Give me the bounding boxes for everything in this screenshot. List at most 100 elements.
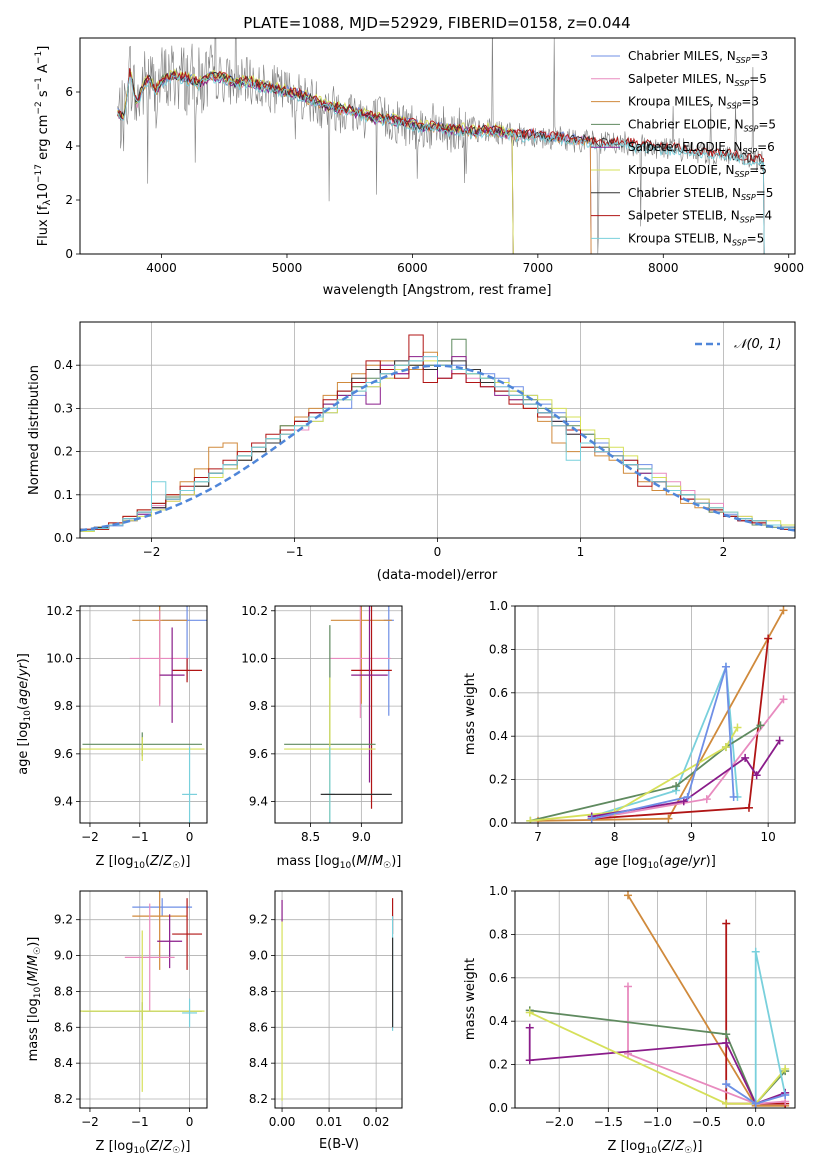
x-tick-label: 10 xyxy=(761,830,776,844)
age-vs-massweight-panel: 7 8 9 10 0.0 0.2 0.4 0.6 0.8 1.0 age [log10(age/y… xyxy=(463,599,796,871)
y-tick-label: 10.2 xyxy=(46,604,73,618)
legend-label: Chabrier MILES, NSSP=3 xyxy=(628,49,768,65)
residual-histogram-panel: −2 −1 0 1 2 0.0 0.1 0.2 0.3 0.4 (data-model)/erro… xyxy=(27,321,796,583)
y-tick-label: 10.0 xyxy=(46,651,73,665)
y-tick-label: 8.6 xyxy=(54,1020,73,1034)
ebv-vs-mass-panel: 0.00 0.01 0.02 8.2 8.4 8.6 8.8 9.0 9.2 E(B-V) xyxy=(249,890,403,1152)
gaussian-curve xyxy=(80,364,795,532)
x-tick-label: −2.0 xyxy=(545,1115,574,1129)
mass-vs-age-axes-frame xyxy=(274,605,403,824)
y-tick-label: 4 xyxy=(65,139,73,153)
mass-vs-age-xlabel: mass [log10(M/M☉)] xyxy=(277,854,402,871)
y-tick-label: 0.0 xyxy=(489,1101,508,1115)
y-tick-label: 0.4 xyxy=(54,358,73,372)
spectrum-legend: Chabrier MILES, NSSP=3 Salpeter MILES, NS… xyxy=(591,49,776,247)
y-tick-label: 8.8 xyxy=(249,984,268,998)
clipped-marks xyxy=(526,606,788,823)
age-vs-massweight-ylabel: mass weight xyxy=(463,673,478,755)
spectrum-xlabel: wavelength [Angstrom, rest frame] xyxy=(323,283,552,298)
z-vs-mass-axes-frame xyxy=(79,890,208,1109)
x-tick-label: −2 xyxy=(81,1115,99,1129)
y-tick-label: 8.4 xyxy=(54,1056,73,1070)
y-tick-label: 9.4 xyxy=(54,795,73,809)
z-vs-massweight-xlabel: Z [log10(Z/Z☉)] xyxy=(608,1139,703,1156)
legend-label: Salpeter ELODIE, NSSP=6 xyxy=(628,140,775,156)
x-tick-label: 0.01 xyxy=(316,1115,343,1129)
y-tick-label: 0.2 xyxy=(54,445,73,459)
x-tick-label: 8 xyxy=(611,830,619,844)
z-vs-age-panel: −2 −1 0 9.4 9.6 9.8 10.0 10.2 Z [log10(Z/Z☉)] a… xyxy=(16,604,208,871)
y-tick-label: 0.8 xyxy=(489,642,508,656)
histogram-legend: 𝒩(0, 1) xyxy=(695,337,781,352)
spectrum-plot: 4000 5000 6000 7000 8000 9000 0 2 4 6 xyxy=(65,38,804,275)
weight-line xyxy=(591,666,739,818)
y-tick-label: 0.3 xyxy=(54,401,73,415)
weight-line xyxy=(627,986,786,1105)
x-tick-label: 0 xyxy=(186,1115,194,1129)
legend-label: Chabrier ELODIE, NSSP=5 xyxy=(628,117,776,133)
figure-title: PLATE=1088, MJD=52929, FIBERID=0158, z=0… xyxy=(243,14,630,32)
ebv-vs-mass-xlabel: E(B-V) xyxy=(319,1137,359,1152)
x-tick-label: −1 xyxy=(286,545,304,559)
y-tick-label: 8.4 xyxy=(249,1056,268,1070)
model-spectrum-line xyxy=(117,69,514,254)
y-tick-label: 9.0 xyxy=(54,949,73,963)
clipped-marks xyxy=(117,38,765,254)
y-tick-label: 9.2 xyxy=(249,913,268,927)
weight-line xyxy=(530,727,739,822)
x-tick-label: 0 xyxy=(434,545,442,559)
x-tick-label: −1 xyxy=(131,830,149,844)
z-vs-mass-xlabel: Z [log10(Z/Z☉)] xyxy=(96,1139,191,1156)
spectrum-axes-frame xyxy=(79,37,796,255)
ebv-vs-mass-axes-frame xyxy=(274,890,403,1109)
y-tick-label: 0.1 xyxy=(54,488,73,502)
z-vs-massweight-ylabel: mass weight xyxy=(463,958,478,1040)
y-tick-label: 0.0 xyxy=(54,531,73,545)
y-tick-label: 8.2 xyxy=(249,1092,268,1106)
model-spectrum-line xyxy=(117,73,765,254)
z-vs-mass-panel: −2 −1 08.28.48.68.89.09.2 Z [log10(Z/Z☉)] … xyxy=(26,890,208,1156)
y-tick-label: 9.6 xyxy=(249,747,268,761)
age-vs-massweight-xlabel: age [log10(age/yr)] xyxy=(594,854,716,871)
x-tick-label: 1 xyxy=(577,545,585,559)
y-tick-label: 2 xyxy=(65,193,73,207)
clipped-marks xyxy=(281,898,394,1101)
x-tick-label: −2 xyxy=(81,830,99,844)
age-vs-massweight-axes-frame xyxy=(514,605,796,824)
clipped-marks xyxy=(80,891,205,1092)
legend-label: Salpeter MILES, NSSP=5 xyxy=(628,72,767,88)
x-tick-label: 0.0 xyxy=(746,1115,765,1129)
z-vs-mass-plot: −2 −1 0 8.2 8.4 8.6 8.8 9.0 9.2 xyxy=(54,891,207,1129)
weight-line xyxy=(591,638,770,820)
x-tick-label: −1.5 xyxy=(594,1115,623,1129)
clipped-marks xyxy=(80,606,207,823)
y-tick-label: 6 xyxy=(65,85,73,99)
legend-label: Kroupa MILES, NSSP=3 xyxy=(628,95,759,111)
y-tick-label: 9.8 xyxy=(249,699,268,713)
y-tick-label: 10.0 xyxy=(241,651,268,665)
y-tick-label: 8.2 xyxy=(54,1092,73,1106)
ebv-vs-mass-plot: 0.00 0.01 0.02 8.2 8.4 8.6 8.8 9.0 9.2 xyxy=(249,891,402,1129)
y-tick-label: 0.2 xyxy=(489,1058,508,1072)
y-tick-label: 0 xyxy=(65,247,73,261)
y-tick-label: 8.6 xyxy=(249,1020,268,1034)
z-vs-age-xlabel: Z [log10(Z/Z☉)] xyxy=(96,854,191,871)
x-tick-label: −0.5 xyxy=(692,1115,721,1129)
histogram-xlabel: (data-model)/error xyxy=(377,568,498,583)
y-tick-label: 9.8 xyxy=(54,699,73,713)
y-tick-label: 0.2 xyxy=(489,773,508,787)
legend-label: Kroupa ELODIE, NSSP=5 xyxy=(628,163,767,179)
y-tick-label: 0.8 xyxy=(489,927,508,941)
z-vs-age-ylabel: age [log10(age/yr)] xyxy=(16,653,33,775)
gaussian-legend-label: 𝒩(0, 1) xyxy=(734,337,781,352)
x-tick-label: 8000 xyxy=(648,261,679,275)
x-tick-label: 5000 xyxy=(272,261,303,275)
spectrum-ylabel: Flux [fλ10−17 erg cm−2 s−1 A−1] xyxy=(34,46,53,247)
y-tick-label: 9.6 xyxy=(54,747,73,761)
y-tick-label: 1.0 xyxy=(489,599,508,613)
z-vs-mass-ylabel: mass [log10(M/M☉)] xyxy=(26,937,43,1062)
x-tick-label: 2 xyxy=(720,545,728,559)
histogram-step xyxy=(80,356,795,531)
residual-histogram-plot: −2 −1 0 1 2 0.0 0.1 0.2 0.3 0.4 xyxy=(54,322,795,559)
